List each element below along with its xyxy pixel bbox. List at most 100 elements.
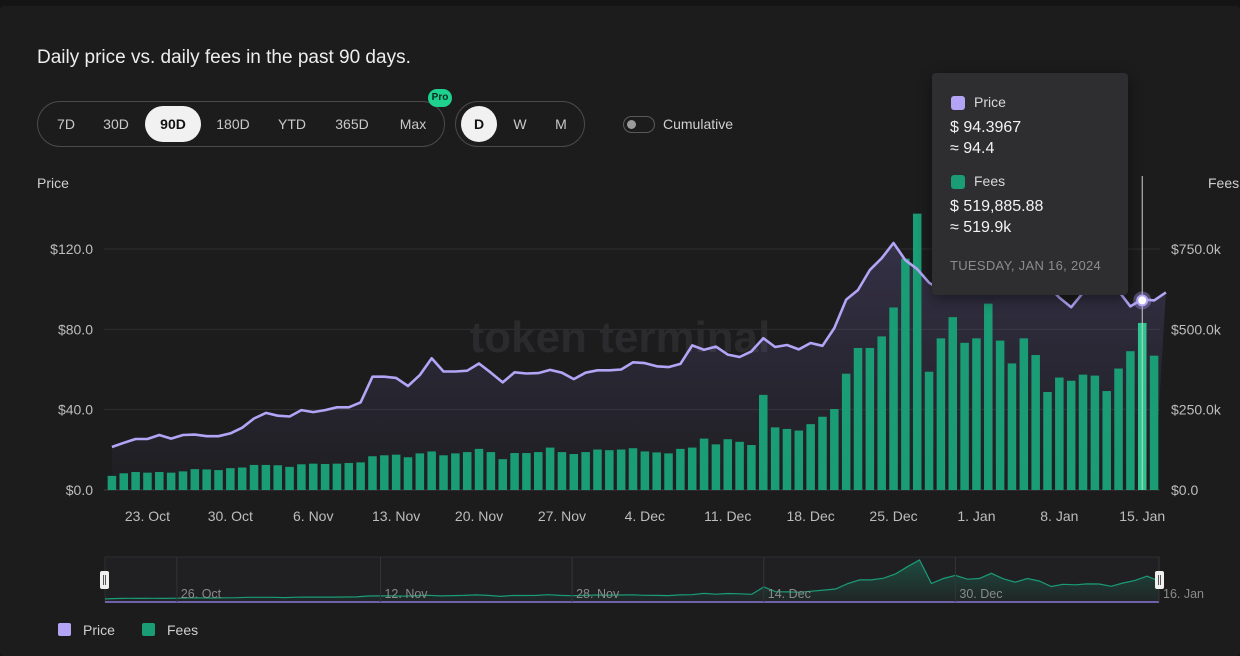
fees-bar[interactable]: [415, 453, 425, 490]
fees-bar[interactable]: [557, 452, 567, 490]
fees-bar[interactable]: [344, 463, 354, 490]
fees-bar[interactable]: [640, 451, 650, 490]
fees-bar[interactable]: [107, 475, 117, 490]
fees-bar[interactable]: [569, 454, 579, 490]
fees-bar[interactable]: [119, 473, 129, 490]
fees-bar[interactable]: [652, 452, 661, 490]
fees-bar[interactable]: [593, 449, 602, 490]
range-30d-button[interactable]: 30D: [103, 116, 129, 132]
fees-bar[interactable]: [155, 472, 164, 490]
fees-bar[interactable]: [1007, 363, 1017, 490]
fees-bar[interactable]: [747, 445, 756, 490]
fees-bar[interactable]: [403, 457, 413, 490]
fees-bar[interactable]: [889, 307, 898, 490]
navigator-left-handle[interactable]: [100, 571, 109, 589]
fees-bar[interactable]: [1149, 355, 1159, 490]
fees-bar[interactable]: [699, 438, 709, 490]
fees-bar[interactable]: [297, 464, 306, 490]
fees-bar[interactable]: [1090, 375, 1100, 490]
fees-bar[interactable]: [865, 347, 875, 490]
fees-bar[interactable]: [853, 347, 863, 490]
fees-bar[interactable]: [261, 464, 271, 490]
fees-bar[interactable]: [202, 469, 211, 490]
fees-bar[interactable]: [948, 317, 958, 490]
fees-bar[interactable]: [214, 470, 223, 490]
fees-bar[interactable]: [166, 472, 176, 490]
range-90d-button[interactable]: 90D: [145, 106, 201, 142]
range-max-button[interactable]: Max: [399, 116, 427, 132]
fees-bar[interactable]: [984, 303, 993, 490]
range-365d-button[interactable]: 365D: [335, 116, 369, 132]
fees-bar[interactable]: [770, 427, 780, 490]
fees-bar[interactable]: [1019, 338, 1029, 490]
fees-bar[interactable]: [486, 452, 496, 490]
fees-bar[interactable]: [427, 451, 436, 490]
fees-bar[interactable]: [308, 463, 318, 490]
fees-bar[interactable]: [1126, 351, 1135, 490]
fees-bar[interactable]: [1066, 380, 1076, 490]
fees-bar[interactable]: [545, 447, 555, 490]
fees-bar[interactable]: [462, 452, 472, 490]
fees-bar[interactable]: [1102, 391, 1111, 490]
fees-bar[interactable]: [332, 463, 342, 490]
fees-bar[interactable]: [841, 373, 851, 490]
fees-bar[interactable]: [924, 371, 934, 490]
fees-bar[interactable]: [806, 424, 815, 490]
fees-bar[interactable]: [628, 448, 638, 490]
fees-bar[interactable]: [143, 472, 152, 490]
fees-bar[interactable]: [912, 213, 922, 491]
fees-bar[interactable]: [498, 459, 507, 490]
fees-bar[interactable]: [1043, 391, 1052, 490]
fees-bar[interactable]: [901, 258, 910, 490]
fees-bar[interactable]: [356, 462, 365, 490]
fees-bar[interactable]: [936, 338, 946, 490]
granularity-weekly-button[interactable]: W: [513, 116, 527, 132]
navigator-right-handle[interactable]: [1155, 571, 1164, 589]
fees-bar[interactable]: [972, 338, 981, 490]
fees-bar[interactable]: [782, 428, 792, 490]
fees-bar[interactable]: [249, 464, 259, 490]
fees-bar[interactable]: [474, 448, 484, 490]
fees-bar[interactable]: [533, 452, 543, 490]
fees-bar[interactable]: [320, 463, 330, 490]
fees-bar[interactable]: [1055, 377, 1064, 490]
fees-bar[interactable]: [368, 456, 377, 490]
fees-bar[interactable]: [830, 409, 839, 490]
fees-bar[interactable]: [226, 468, 235, 490]
fees-bar[interactable]: [616, 449, 626, 490]
fees-bar[interactable]: [1031, 355, 1040, 490]
fees-bar[interactable]: [391, 454, 401, 490]
granularity-daily-button[interactable]: D: [461, 106, 497, 142]
fees-bar[interactable]: [522, 453, 531, 490]
granularity-monthly-button[interactable]: M: [555, 116, 567, 132]
fees-bar[interactable]: [676, 448, 685, 490]
fees-bar[interactable]: [237, 467, 247, 490]
fees-bar[interactable]: [794, 430, 804, 490]
fees-bar[interactable]: [687, 447, 697, 490]
fees-bar[interactable]: [1078, 374, 1088, 490]
fees-bar[interactable]: [451, 453, 460, 490]
fees-bar[interactable]: [735, 441, 744, 490]
fees-bar[interactable]: [1114, 368, 1123, 490]
fees-bar[interactable]: [380, 455, 389, 490]
fees-bar[interactable]: [285, 466, 294, 490]
fees-bar[interactable]: [877, 336, 886, 490]
fees-bar[interactable]: [273, 465, 282, 490]
fees-bar[interactable]: [711, 444, 721, 490]
fees-bar[interactable]: [605, 450, 614, 490]
fees-bar[interactable]: [995, 340, 1005, 490]
fees-bar[interactable]: [178, 471, 188, 490]
legend-item-fees[interactable]: Fees: [142, 622, 198, 638]
fees-bar[interactable]: [439, 455, 448, 490]
fees-bar[interactable]: [190, 469, 200, 490]
fees-bar[interactable]: [818, 416, 827, 490]
fees-bar[interactable]: [131, 472, 140, 490]
legend-item-price[interactable]: Price: [58, 622, 115, 638]
range-7d-button[interactable]: 7D: [57, 116, 75, 132]
fees-bar[interactable]: [581, 452, 590, 490]
range-180d-button[interactable]: 180D: [216, 116, 250, 132]
range-ytd-button[interactable]: YTD: [278, 116, 306, 132]
fees-bar[interactable]: [664, 453, 673, 490]
fees-bar[interactable]: [759, 394, 768, 490]
fees-bar[interactable]: [510, 453, 519, 490]
